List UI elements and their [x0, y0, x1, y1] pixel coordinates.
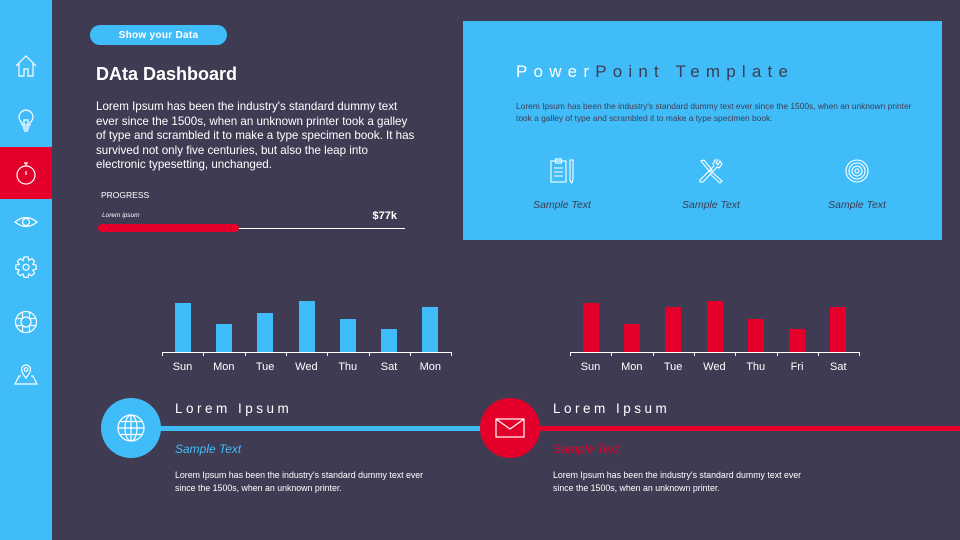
- clipboard-pencil-icon: [550, 158, 574, 185]
- x-tick: [368, 352, 370, 356]
- x-tick: [327, 352, 329, 356]
- x-tick: [285, 352, 287, 356]
- x-tick: [409, 352, 411, 356]
- feature-item: Sample Text: [651, 157, 771, 211]
- feature-item: Sample Text: [502, 157, 622, 211]
- x-tick-label: Mon: [213, 361, 235, 373]
- sidebar-item-view[interactable]: [0, 196, 52, 248]
- x-tick-label: Tue: [255, 361, 275, 373]
- bar: [623, 323, 640, 352]
- sidebar: [0, 0, 52, 540]
- x-tick: [611, 352, 613, 356]
- bar: [298, 300, 315, 352]
- x-tick: [817, 352, 819, 356]
- globe-icon: [117, 414, 145, 442]
- lifebuoy-icon: [14, 310, 38, 334]
- x-tick-label: Fri: [790, 361, 804, 373]
- bar: [830, 306, 847, 352]
- bar: [215, 323, 232, 352]
- x-tick: [693, 352, 695, 356]
- x-tick: [203, 352, 205, 356]
- progress-label: PROGRESS: [101, 190, 150, 200]
- sidebar-item-timer[interactable]: [0, 147, 52, 199]
- bar: [422, 306, 439, 352]
- x-tick-label: Mon: [419, 361, 441, 373]
- x-tick: [162, 352, 163, 356]
- x-tick-label: Thu: [338, 361, 358, 373]
- progress-value: $77k: [372, 210, 397, 222]
- bar-chart-red: Sun Mon Tue Wed Thu Fri Sat: [570, 290, 861, 375]
- envelope-icon: [495, 418, 525, 438]
- sidebar-item-home[interactable]: [0, 40, 52, 92]
- bar: [789, 329, 806, 352]
- tools-icon: [699, 159, 723, 184]
- feature-label: Sample Text: [682, 199, 740, 211]
- x-tick-label: Sun: [172, 361, 193, 373]
- map-pin-icon: [14, 364, 38, 385]
- timeline-subheading: Sample Text: [553, 442, 620, 456]
- envelope-badge: [480, 398, 540, 458]
- x-tick-label: Wed: [295, 361, 318, 373]
- x-tick: [652, 352, 654, 356]
- sidebar-item-ideas[interactable]: [0, 94, 52, 146]
- x-tick-label: Mon: [621, 361, 643, 373]
- x-tick: [570, 352, 571, 356]
- x-tick-label: Sat: [380, 361, 398, 373]
- bar: [339, 318, 356, 352]
- home-icon: [15, 55, 37, 77]
- x-axis: [162, 352, 452, 353]
- globe-badge: [101, 398, 161, 458]
- bar: [706, 300, 723, 352]
- card-title-white: Power: [516, 62, 596, 81]
- target-icon: [845, 159, 869, 183]
- bar: [747, 318, 764, 352]
- x-tick-label: Sat: [830, 361, 847, 373]
- progress-sublabel: Lorem ipsum: [102, 212, 140, 219]
- sidebar-item-settings[interactable]: [0, 242, 52, 294]
- progress-fill: [98, 224, 240, 232]
- feature-label: Sample Text: [533, 199, 591, 211]
- card-title-dark: Point Template: [595, 62, 795, 81]
- sidebar-item-support[interactable]: [0, 296, 52, 348]
- template-card: PowerPoint Template Lorem Ipsum has been…: [463, 21, 942, 240]
- timeline-line-red: [510, 426, 960, 431]
- card-text: Lorem Ipsum has been the industry's stan…: [516, 101, 912, 123]
- bar: [582, 302, 599, 352]
- feature-item: Sample Text: [797, 157, 917, 211]
- timeline-heading: Lorem Ipsum: [553, 401, 671, 416]
- timeline-subheading: Sample Text: [175, 442, 242, 456]
- sidebar-item-location[interactable]: [0, 348, 52, 400]
- timeline-heading: Lorem Ipsum: [175, 401, 293, 416]
- timeline-line-blue: [130, 426, 490, 431]
- page-title: DAta Dashboard: [96, 64, 238, 84]
- bar: [257, 312, 274, 352]
- card-title: PowerPoint Template: [516, 62, 794, 82]
- stopwatch-icon: [16, 162, 36, 185]
- x-tick-label: Tue: [663, 361, 683, 373]
- progress-track: [98, 228, 405, 229]
- bar: [174, 302, 191, 352]
- intro-paragraph: Lorem Ipsum has been the industry's stan…: [96, 100, 415, 172]
- bar-chart-blue: Sun Mon Tue Wed Thu Sat Mon: [162, 290, 453, 375]
- show-data-button[interactable]: Show your Data: [90, 25, 227, 45]
- x-tick: [859, 352, 861, 356]
- bar: [665, 306, 682, 352]
- x-tick-label: Wed: [703, 361, 726, 373]
- x-tick: [244, 352, 246, 356]
- x-tick-label: Sun: [580, 361, 601, 373]
- x-tick: [451, 352, 453, 356]
- gear-icon: [15, 256, 37, 278]
- timeline-text: Lorem Ipsum has been the industry's stan…: [553, 470, 802, 493]
- bar: [381, 329, 398, 352]
- x-tick-label: Thu: [746, 361, 766, 373]
- lightbulb-icon: [18, 109, 34, 132]
- x-tick: [776, 352, 778, 356]
- timeline-text: Lorem Ipsum has been the industry's stan…: [175, 470, 424, 493]
- x-tick: [735, 352, 737, 356]
- feature-label: Sample Text: [828, 199, 886, 211]
- x-axis: [570, 352, 860, 353]
- eye-icon: [14, 216, 38, 228]
